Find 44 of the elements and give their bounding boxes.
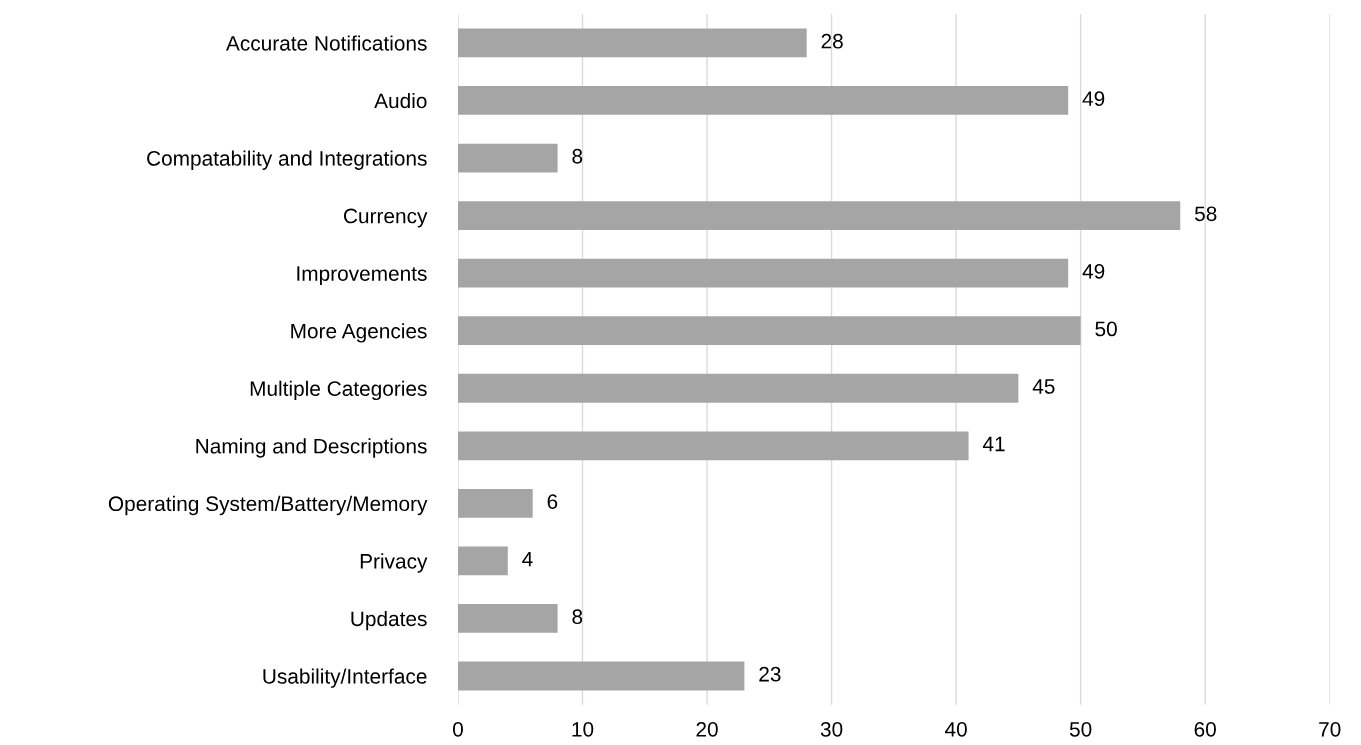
data-label: 23 xyxy=(759,666,781,682)
bar xyxy=(457,604,558,633)
y-tick-label: Compatability and Integrations xyxy=(147,150,427,170)
x-tick-label: 20 xyxy=(696,721,718,737)
y-tick-label: Naming and Descriptions xyxy=(196,438,427,458)
data-label: 4 xyxy=(522,551,533,567)
y-tick-label: Accurate Notifications xyxy=(226,35,427,51)
y-tick-label: Updates xyxy=(351,610,427,631)
data-label: 41 xyxy=(982,436,1005,452)
y-tick-label: Privacy xyxy=(360,553,428,573)
x-tick-label: 60 xyxy=(1194,721,1216,737)
data-label: 6 xyxy=(547,494,558,509)
bar xyxy=(457,431,969,461)
data-label: 49 xyxy=(1082,263,1105,279)
y-tick-label: Operating System/Battery/Memory xyxy=(108,495,428,516)
data-label: 58 xyxy=(1194,206,1217,222)
bar xyxy=(457,86,1069,115)
x-tick-label: 70 xyxy=(1319,721,1341,737)
data-label: 8 xyxy=(572,609,583,625)
data-label: 45 xyxy=(1032,379,1055,394)
bar xyxy=(457,488,533,518)
y-tick-label: More Agencies xyxy=(291,323,427,343)
bar xyxy=(457,661,745,691)
x-tick-label: 0 xyxy=(453,721,463,737)
y-tick-label: Usability/Interface xyxy=(263,668,427,688)
x-tick-label: 50 xyxy=(1069,721,1092,737)
x-tick-label: 40 xyxy=(945,721,967,737)
data-label: 8 xyxy=(572,148,583,164)
bar xyxy=(457,546,508,576)
x-tick-label: 30 xyxy=(820,721,843,737)
bar xyxy=(457,316,1081,346)
y-tick-label: Multiple Categories xyxy=(250,380,427,401)
bar xyxy=(457,373,1019,403)
data-label: 28 xyxy=(821,33,843,49)
y-tick-label: Currency xyxy=(343,208,428,228)
bar xyxy=(457,201,1181,230)
data-label: 50 xyxy=(1095,321,1117,337)
bar xyxy=(457,28,807,58)
x-tick-label: 10 xyxy=(572,721,594,737)
y-tick-label: Improvements xyxy=(297,266,427,286)
data-label: 49 xyxy=(1082,91,1105,107)
bar xyxy=(457,258,1069,288)
y-tick-label: Audio xyxy=(374,92,427,109)
bar xyxy=(457,143,558,173)
